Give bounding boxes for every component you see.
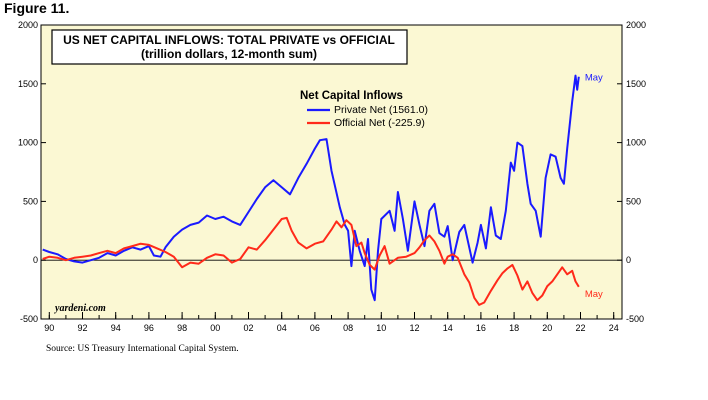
figure-label: Figure 11. [4,0,70,16]
x-tick-label: 90 [44,323,54,333]
y-tick-label-left: 1000 [18,138,38,148]
y-tick-label-right: -500 [626,314,644,324]
y-tick-label-right: 1500 [626,79,646,89]
x-tick-label: 18 [509,323,519,333]
x-axis: 90 92 94 96 98 00 02 04 06 08 10 12 14 16 18 20 22 24 [44,312,619,333]
x-tick-label: 14 [443,323,453,333]
chart-title: US NET CAPITAL INFLOWS: TOTAL PRIVATE vs… [63,33,395,47]
y-tick-label-right: 2000 [626,20,646,30]
watermark: yardeni.com [54,303,106,314]
x-tick-label: 16 [476,323,486,333]
y-tick-label-left: 500 [23,196,38,206]
x-tick-label: 96 [144,323,154,333]
y-axis-left: -500 0 500 1000 1500 2000 [18,20,46,324]
official-end-label: May [585,289,603,300]
y-tick-label-left: -500 [20,314,38,324]
x-tick-label: 06 [310,323,320,333]
chart-subtitle: (trillion dollars, 12-month sum) [141,47,317,61]
legend-label-private: Private Net (1561.0) [334,104,428,116]
y-axis-right: -500 0 500 1000 1500 2000 [617,20,646,324]
x-tick-label: 94 [111,323,121,333]
x-tick-label: 00 [210,323,220,333]
y-tick-label-left: 1500 [18,79,38,89]
y-tick-label-right: 500 [626,196,641,206]
y-tick-label-right: 1000 [626,138,646,148]
y-tick-label-left: 2000 [18,20,38,30]
x-tick-label: 12 [409,323,419,333]
y-tick-label-left: 0 [33,255,38,265]
x-tick-label: 22 [575,323,585,333]
legend-label-official: Official Net (-225.9) [334,117,425,129]
series-official-net-line [42,216,580,306]
legend: Net Capital Inflows Private Net (1561.0)… [300,90,428,129]
x-tick-label: 10 [376,323,386,333]
x-tick-label: 98 [177,323,187,333]
x-tick-label: 04 [277,323,287,333]
x-tick-label: 92 [77,323,87,333]
private-end-label: May [585,73,603,84]
x-tick-label: 24 [609,323,619,333]
y-tick-label-right: 0 [626,255,631,265]
series-group: May May [42,73,603,306]
x-tick-label: 08 [343,323,353,333]
chart-title-box: US NET CAPITAL INFLOWS: TOTAL PRIVATE vs… [51,29,408,65]
x-tick-label: 02 [243,323,253,333]
source-note: Source: US Treasury International Capita… [46,344,239,354]
legend-title: Net Capital Inflows [300,90,403,102]
x-tick-label: 20 [542,323,552,333]
